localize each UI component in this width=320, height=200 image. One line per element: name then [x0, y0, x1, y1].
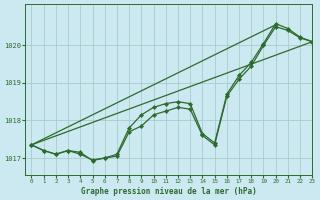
X-axis label: Graphe pression niveau de la mer (hPa): Graphe pression niveau de la mer (hPa)	[81, 187, 257, 196]
